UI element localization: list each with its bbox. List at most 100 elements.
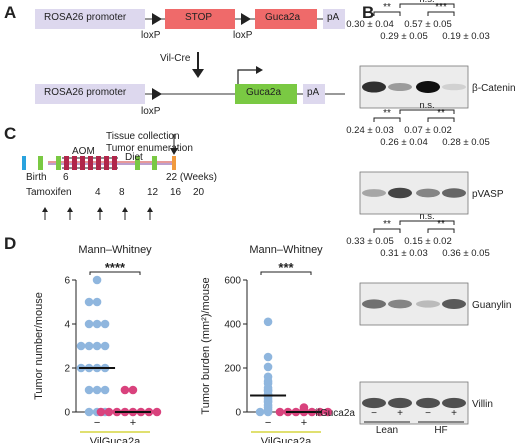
week-6-label: 6 — [63, 172, 69, 183]
rosa26-promoter-box-1 — [35, 9, 145, 29]
sig-across: n.s. — [419, 0, 434, 5]
tam-week-16: 16 — [170, 187, 182, 198]
data-point — [100, 385, 110, 395]
bracket-lean — [373, 117, 401, 122]
tissue-collection-label: Tissue collection — [106, 131, 180, 142]
transcription-start-arrow-icon — [256, 66, 263, 74]
blot-band — [442, 188, 466, 198]
loxp-triangle-1 — [152, 13, 162, 25]
data-point — [100, 341, 110, 351]
blot-band — [416, 188, 440, 198]
tamoxifen-label: Tamoxifen — [26, 187, 72, 198]
blot-band — [388, 299, 412, 309]
rosa26-promoter-label-2: ROSA26 promoter — [44, 87, 127, 98]
stat-hf-minus: 0.15 ± 0.02 — [404, 236, 451, 247]
tam-week-4: 4 — [95, 187, 101, 198]
timeline-birth-marker — [22, 156, 26, 170]
blot-band — [442, 83, 466, 91]
row-label: VilGuca2a — [315, 408, 355, 419]
loxp-triangle-2 — [241, 13, 251, 25]
week-22-label: 22 (Weeks) — [166, 172, 217, 183]
data-point — [92, 275, 102, 285]
blot-label: β-Catenin — [472, 83, 516, 94]
data-point — [255, 407, 265, 417]
significance-bracket — [260, 271, 312, 275]
sig-lean: ** — [383, 108, 391, 119]
y-axis-label: Tumor number/mouse — [33, 292, 45, 400]
blot-band — [442, 299, 466, 309]
blot-label: Guanylin — [472, 300, 511, 311]
data-point — [84, 385, 94, 395]
lane-sign: + — [397, 408, 403, 419]
loxp-label-2: loxP — [233, 30, 253, 41]
panel-letter-a: A — [4, 3, 17, 22]
data-point — [92, 385, 102, 395]
y-tick-label: 0 — [235, 408, 241, 419]
bracket-plus — [399, 109, 455, 114]
y-tick-label: 600 — [224, 276, 241, 287]
data-point — [263, 317, 273, 327]
x-category-label: + — [301, 417, 307, 429]
blot-label: Villin — [472, 399, 493, 410]
blot-band — [416, 300, 440, 308]
guca2a-label-2: Guca2a — [246, 87, 282, 98]
significance-stars: *** — [278, 260, 294, 275]
guca2a-box-1 — [255, 9, 317, 29]
loxp-triangle-3 — [152, 88, 162, 100]
tumor-number-chart: Mann–Whitney **** 0 2 4 6 Tumor number/mouse − +… — [33, 244, 162, 443]
y-tick-label: 2 — [64, 364, 70, 375]
stop-cassette-box — [165, 9, 235, 29]
rosa26-promoter-box-2 — [35, 84, 145, 104]
data-point — [152, 407, 162, 417]
data-point — [92, 297, 102, 307]
data-point — [275, 407, 285, 417]
stat-hf-plus: 0.19 ± 0.03 — [442, 31, 489, 42]
diet-label: Diet — [125, 152, 143, 163]
blot-band — [388, 82, 412, 92]
panel-letter-c: C — [4, 124, 17, 143]
stat-lean-plus: 0.26 ± 0.04 — [380, 137, 427, 148]
sig-hf: ** — [437, 219, 445, 230]
stat-lean-plus: 0.31 ± 0.03 — [380, 248, 427, 259]
blot-band — [416, 81, 440, 93]
stat-hf-plus: 0.36 ± 0.05 — [442, 248, 489, 259]
data-point — [84, 319, 94, 329]
blot-band — [388, 187, 412, 199]
loxp-label-1: loxP — [141, 30, 161, 41]
tam-week-8: 8 — [119, 187, 125, 198]
panel-letter-d: D — [4, 234, 17, 253]
stat-hf-minus: 0.57 ± 0.05 — [404, 19, 451, 30]
sig-hf: ** — [437, 108, 445, 119]
data-point — [323, 407, 333, 417]
stat-lean-plus: 0.29 ± 0.05 — [380, 31, 427, 42]
bracket-hf — [427, 11, 455, 16]
rosa26-promoter-label-1: ROSA26 promoter — [44, 12, 127, 23]
guca2a-label-1: Guca2a — [265, 12, 301, 23]
stop-label: STOP — [185, 12, 213, 23]
blot-band — [442, 397, 466, 409]
data-point — [100, 319, 110, 329]
sig-lean: ** — [383, 2, 391, 13]
data-point — [84, 407, 94, 417]
tam-week-12: 12 — [147, 187, 159, 198]
stat-hf-plus: 0.28 ± 0.05 — [442, 137, 489, 148]
x-category-label: − — [94, 417, 100, 429]
significance-bracket — [89, 271, 141, 275]
stat-lean-minus: 0.24 ± 0.03 — [346, 125, 393, 136]
data-point — [96, 407, 106, 417]
collection-arrow-icon — [170, 148, 178, 155]
tamoxifen-arrow-icons — [42, 207, 153, 220]
y-tick-label: 4 — [64, 320, 70, 331]
bracket-lean — [373, 11, 401, 16]
data-point — [263, 362, 273, 372]
blot-band — [362, 81, 386, 93]
y-tick-label: 400 — [224, 320, 241, 331]
blot-band — [388, 397, 412, 409]
panel-b-western-blots: **n.s.***0.30 ± 0.040.57 ± 0.050.29 ± 0.… — [315, 0, 516, 436]
blot-band — [362, 299, 386, 309]
data-point — [120, 385, 130, 395]
pa-box-1 — [323, 9, 345, 29]
aom-label: AOM — [72, 146, 95, 157]
timeline-end-marker — [172, 156, 176, 170]
x-axis-label: VilGuca2a — [261, 436, 312, 443]
